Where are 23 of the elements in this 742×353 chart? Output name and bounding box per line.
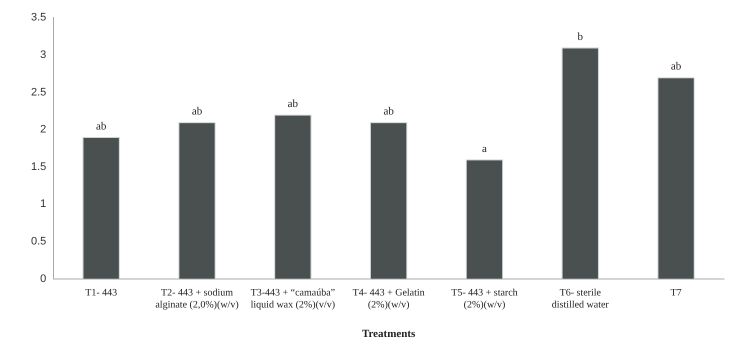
- x-tick-label: T4- 443 + Gelatin (2%)(w/v): [352, 287, 425, 310]
- x-tick-label: T3-443 + “camaúba” liquid wax (2%)(v/v): [250, 287, 336, 310]
- annotation: ab: [96, 120, 107, 132]
- y-tick-label: 1: [40, 198, 46, 210]
- y-tick-label: 1.5: [30, 160, 46, 173]
- x-axis-title: Treatments: [362, 328, 416, 340]
- annotation: ab: [288, 98, 299, 110]
- annotation: a: [482, 142, 488, 155]
- y-tick-label: 2: [40, 124, 46, 136]
- x-tick-label: T5- 443 + starch (2%)(w/v): [451, 287, 518, 310]
- y-tick-label: 0.5: [30, 236, 46, 248]
- x-tick-label: T1- 443: [85, 287, 118, 298]
- y-tick-label: 3.5: [30, 12, 46, 24]
- x-tick-label: T6- sterile distilled water: [552, 287, 610, 310]
- annotation: ab: [192, 105, 203, 118]
- y-tick-label: 2.5: [30, 86, 46, 98]
- x-tick-label: T7: [670, 287, 682, 298]
- y-tick-label: 3: [40, 48, 46, 61]
- x-tick-label: T2- 443 + sodium alginate (2,0%)(w/v): [155, 287, 239, 310]
- y-tick-label: 0: [40, 272, 46, 285]
- annotation: ab: [670, 60, 682, 73]
- annotation: b: [578, 30, 584, 43]
- annotation: ab: [383, 105, 394, 118]
